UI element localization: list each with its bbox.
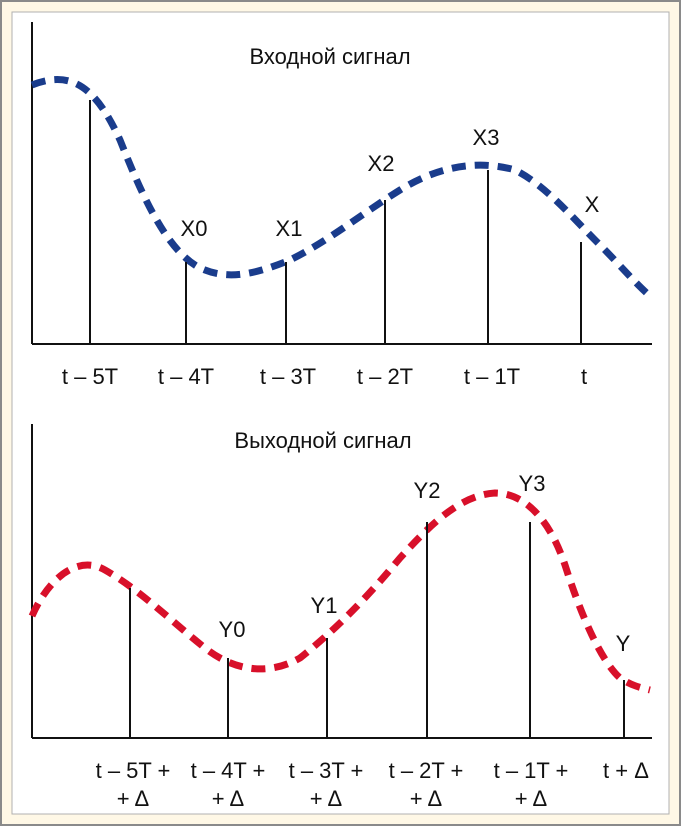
output-time-label: t – 4T + <box>191 758 266 783</box>
input-time-label: t – 4T <box>158 364 214 389</box>
input-time-label: t – 5T <box>62 364 118 389</box>
output-time-label: t – 2T + <box>389 758 464 783</box>
output-sample-label: Y1 <box>311 593 338 618</box>
output-signal-curve <box>28 489 651 694</box>
input-sample-label: X2 <box>368 151 395 176</box>
input-time-label: t <box>581 364 587 389</box>
output-time-label-delta: + Δ <box>212 786 245 811</box>
output-time-label: t – 5T + <box>96 758 171 783</box>
output-time-label: t – 1T + <box>494 758 569 783</box>
output-time-label-delta: + Δ <box>410 786 443 811</box>
output-time-label-delta: + Δ <box>515 786 548 811</box>
output-sample-label: Y <box>616 631 631 656</box>
output-sample-label: Y3 <box>519 471 546 496</box>
output-title: Выходной сигнал <box>234 428 411 453</box>
input-sample-label: X <box>585 192 600 217</box>
output-panel: Выходной сигнал Y0 Y1 Y2 Y3 Y t – 5T + t… <box>28 424 652 811</box>
output-sample-label: Y2 <box>414 478 441 503</box>
output-time-label-delta: + Δ <box>310 786 343 811</box>
input-sample-label: X0 <box>181 216 208 241</box>
input-title: Входной сигнал <box>249 44 410 69</box>
inner-panel <box>11 11 670 815</box>
input-time-label: t – 2T <box>357 364 413 389</box>
output-time-label: t – 3T + <box>289 758 364 783</box>
output-time-label-delta: + Δ <box>117 786 150 811</box>
input-time-label: t – 1T <box>464 364 520 389</box>
output-time-label: t + Δ <box>603 758 649 783</box>
input-panel: Входной сигнал X0 X1 X2 X3 X t – 5T t – … <box>30 22 653 389</box>
input-time-label: t – 3T <box>260 364 316 389</box>
input-sample-label: X3 <box>473 125 500 150</box>
output-sample-label: Y0 <box>219 617 246 642</box>
input-signal-curve <box>30 76 653 299</box>
input-sample-label: X1 <box>276 216 303 241</box>
